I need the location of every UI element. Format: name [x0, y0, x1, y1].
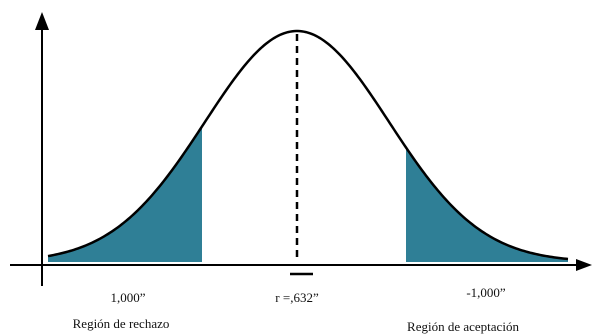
bell-curve — [47, 29, 569, 261]
right-shaded-tail — [406, 147, 568, 262]
left-shaded-tail — [48, 126, 202, 263]
left-region-label: Región de rechazo — [73, 316, 170, 331]
right-region-label: Región de aceptación — [407, 319, 519, 334]
horizontal-axis-arrow-icon — [576, 259, 592, 271]
left-value-label: 1,000” — [110, 290, 145, 305]
center-value-label: r =,632” — [275, 290, 319, 305]
right-value-label: -1,000” — [466, 285, 506, 300]
vertical-axis-arrow-icon — [35, 12, 49, 30]
